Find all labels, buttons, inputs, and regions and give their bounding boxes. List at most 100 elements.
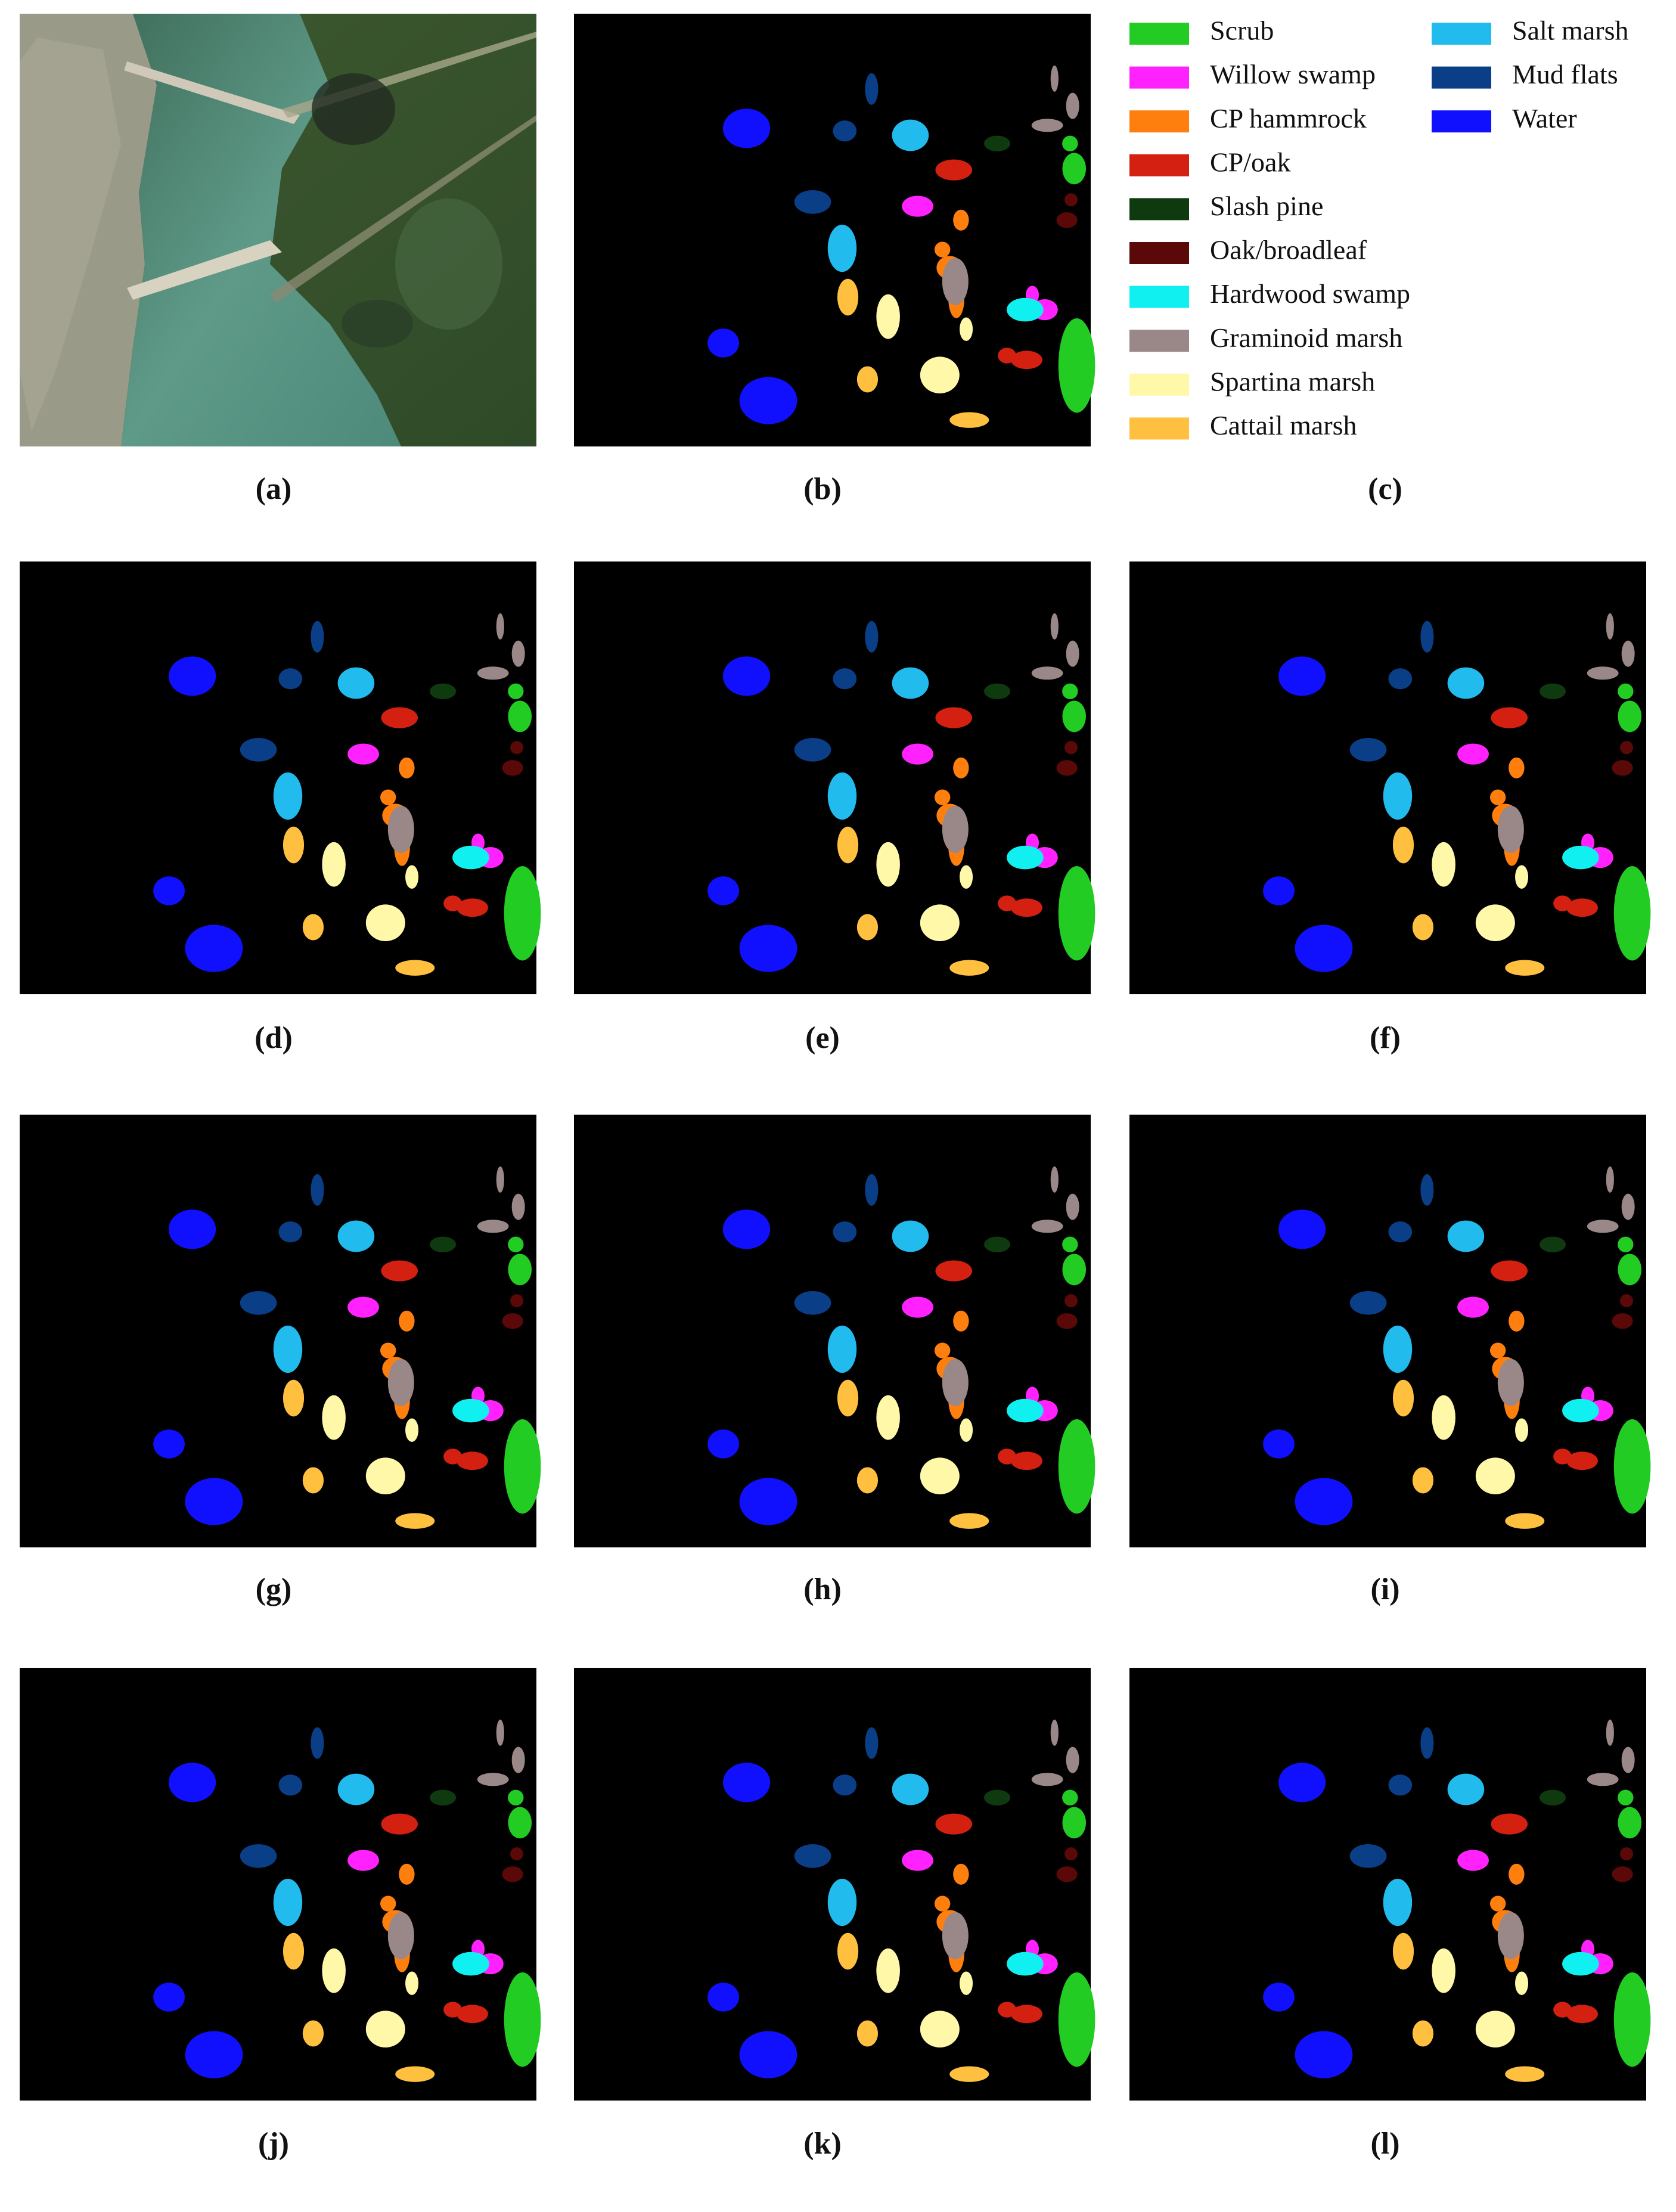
class-region xyxy=(477,1220,509,1233)
class-region xyxy=(953,209,969,231)
class-region xyxy=(278,1221,303,1243)
class-region xyxy=(942,1358,969,1406)
class-region xyxy=(504,1419,541,1514)
class-region xyxy=(1031,119,1063,132)
class-region xyxy=(837,1932,859,1970)
legend-swatch xyxy=(1129,242,1189,264)
legend-label: Oak/broadleaf xyxy=(1210,235,1367,265)
class-region xyxy=(477,666,509,680)
class-region xyxy=(322,1948,346,1993)
class-region xyxy=(504,1972,541,2067)
class-region xyxy=(302,2020,324,2047)
class-region xyxy=(302,1467,324,1494)
classification-map xyxy=(574,14,1095,446)
legend-label: Mud flats xyxy=(1512,59,1618,89)
class-region xyxy=(707,1983,739,2012)
class-region xyxy=(1432,1395,1455,1440)
class-region xyxy=(365,1457,405,1495)
class-region xyxy=(502,1313,523,1329)
class-region xyxy=(452,1952,489,1976)
class-region xyxy=(998,348,1016,364)
class-region xyxy=(1420,621,1434,653)
class-region xyxy=(1007,1398,1044,1423)
class-region xyxy=(1447,1220,1485,1252)
class-region xyxy=(739,924,797,972)
class-region xyxy=(934,241,951,258)
class-region xyxy=(1475,904,1515,942)
class-region xyxy=(865,73,879,105)
class-region xyxy=(1509,1310,1525,1332)
class-region xyxy=(508,700,532,733)
class-region xyxy=(942,805,969,853)
class-region xyxy=(1420,1727,1434,1759)
class-region xyxy=(1432,842,1455,887)
class-region xyxy=(827,1325,857,1373)
class-region xyxy=(1349,1291,1387,1315)
class-region xyxy=(942,1912,969,1959)
class-region xyxy=(1383,772,1413,820)
class-region xyxy=(337,1773,375,1805)
panel-label: (g) xyxy=(256,1572,292,1606)
class-region xyxy=(1432,1948,1455,1993)
class-region xyxy=(892,1773,929,1805)
class-region xyxy=(1606,1719,1614,1746)
class-region xyxy=(381,707,418,728)
class-region xyxy=(380,1342,396,1358)
class-region xyxy=(1618,1807,1642,1839)
class-region xyxy=(794,1291,831,1315)
class-region xyxy=(1383,1325,1413,1373)
class-region xyxy=(1621,1746,1635,1773)
class-region xyxy=(496,1719,504,1746)
class-region xyxy=(960,1418,973,1442)
class-region xyxy=(1062,1807,1087,1839)
class-region xyxy=(1621,1193,1635,1220)
class-region xyxy=(1515,1418,1529,1442)
class-region xyxy=(1515,1971,1529,1996)
class-region xyxy=(1349,1844,1387,1868)
class-region xyxy=(837,1379,859,1417)
class-region xyxy=(1007,845,1044,870)
class-region xyxy=(283,826,305,864)
class-region xyxy=(953,757,969,778)
class-region xyxy=(1050,65,1059,92)
class-region xyxy=(1263,1983,1295,2012)
class-region xyxy=(827,772,857,820)
legend-swatch xyxy=(1432,66,1491,89)
legend-swatch xyxy=(1129,373,1189,396)
legend-label: Spartina marsh xyxy=(1210,366,1375,396)
class-region xyxy=(1263,1429,1295,1459)
legend-label: Graminoid marsh xyxy=(1210,322,1402,353)
class-region xyxy=(387,1358,414,1406)
class-region xyxy=(365,904,405,942)
class-region xyxy=(443,895,462,911)
map-background xyxy=(1129,1115,1646,1547)
class-region xyxy=(856,2020,879,2047)
map-background xyxy=(20,561,536,994)
map-background xyxy=(1129,1668,1646,2101)
class-region xyxy=(865,1727,879,1759)
class-region xyxy=(387,1912,414,1959)
class-region xyxy=(1011,2005,1042,2024)
class-region xyxy=(1562,845,1599,870)
class-region xyxy=(457,898,488,917)
class-region xyxy=(1058,318,1095,413)
class-region xyxy=(1553,2002,1572,2018)
class-region xyxy=(1612,1866,1633,1882)
class-region xyxy=(443,2002,462,2018)
legend-label: Hardwood swamp xyxy=(1210,278,1410,309)
legend-swatch xyxy=(1129,417,1189,440)
class-region xyxy=(380,789,396,805)
class-region xyxy=(1620,1847,1634,1861)
class-region xyxy=(1613,866,1651,961)
class-region xyxy=(876,1395,900,1440)
class-region xyxy=(1420,1174,1434,1206)
class-region xyxy=(1062,683,1078,699)
class-region xyxy=(1056,212,1078,228)
class-region xyxy=(984,1236,1011,1252)
legend-label: Salt marsh xyxy=(1512,15,1628,46)
class-region xyxy=(1540,1789,1566,1805)
class-region xyxy=(722,1209,771,1249)
class-region xyxy=(510,741,524,755)
class-region xyxy=(1562,1952,1599,1976)
classification-map xyxy=(574,1668,1095,2101)
